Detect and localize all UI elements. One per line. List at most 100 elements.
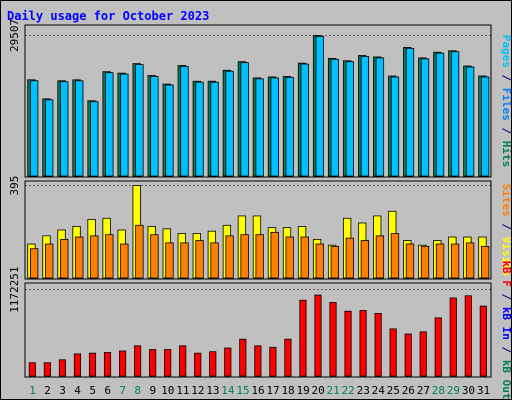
bar-kb-f [434, 317, 442, 377]
bar-sites [45, 243, 54, 279]
bar-sites [240, 234, 249, 279]
bar-sites [480, 245, 490, 279]
bar-kb-f [449, 297, 457, 377]
bar-files [165, 84, 174, 177]
bar-kb-f [239, 338, 247, 377]
bar-kb-f [134, 345, 142, 377]
x-tick-label: 23 [357, 384, 370, 397]
x-tick-label: 27 [417, 384, 430, 397]
x-tick-label: 16 [251, 384, 264, 397]
bar-sites [330, 245, 339, 279]
bar-files [345, 61, 355, 177]
legend-part: kB In [500, 307, 511, 340]
bar-files [225, 70, 234, 177]
bar-sites [210, 242, 219, 279]
x-tick-label: 15 [236, 384, 249, 397]
x-tick-label: 5 [89, 384, 96, 397]
bar-sites [75, 236, 84, 279]
bar-kb-f [164, 349, 172, 377]
bar-files [75, 80, 84, 177]
legend-part: Visits [500, 237, 511, 277]
bar-sites [435, 243, 445, 279]
panel-hits_files_pages: 29507 Pages / Files / Hits [8, 19, 511, 178]
bar-files [195, 81, 204, 177]
axis-legend-label: Pages / Files / Hits [500, 35, 511, 168]
legend-part: Files [500, 88, 511, 121]
x-tick-label: 25 [387, 384, 400, 397]
bar-kb-f [149, 349, 157, 377]
x-tick-label: 12 [191, 384, 204, 397]
bar-kb-f [329, 301, 337, 377]
legend-part: / [500, 287, 511, 307]
bar-kb-f [344, 310, 352, 377]
bar-kb-f [479, 305, 487, 377]
bar-files [360, 56, 370, 177]
bar-files [465, 66, 475, 177]
bar-kb-f [88, 352, 97, 377]
bar-files [405, 47, 415, 177]
bar-files [210, 81, 219, 177]
y-max-label: 1172251 [8, 267, 21, 313]
x-tick-label: 3 [59, 384, 66, 397]
legend-part: kB Out [500, 360, 511, 399]
bar-files [60, 81, 69, 177]
x-tick-label: 18 [281, 384, 294, 397]
bar-sites [225, 235, 234, 279]
bar-sites [390, 233, 400, 279]
x-tick-label: 21 [327, 384, 340, 397]
bar-files [285, 77, 294, 177]
legend-part: Hits [500, 141, 511, 168]
bar-files [240, 62, 249, 177]
bar-sites [375, 235, 385, 279]
x-tick-label: 31 [477, 384, 490, 397]
bar-kb-f [284, 338, 292, 377]
bar-files [315, 36, 324, 177]
bar-kb-f [314, 294, 322, 377]
bar-sites [345, 237, 355, 279]
chart-title: Daily usage for October 2023 [7, 9, 209, 23]
bar-sites [105, 234, 114, 279]
bar-files [450, 51, 460, 177]
bar-sites [285, 236, 294, 279]
x-tick-label: 9 [149, 384, 156, 397]
bar-sites [465, 242, 475, 279]
x-tick-label: 20 [312, 384, 325, 397]
bar-kb-f [464, 295, 472, 377]
x-tick-label: 6 [104, 384, 111, 397]
bar-files [300, 63, 309, 177]
legend-part: / [500, 68, 511, 88]
bar-kb-f [404, 333, 412, 377]
bar-files [135, 64, 144, 177]
legend-part: / [500, 217, 511, 237]
bar-kb-f [359, 310, 367, 377]
bar-kb-f [419, 331, 427, 377]
bar-kb-f [73, 353, 82, 377]
bar-files [375, 57, 385, 177]
bar-sites [405, 243, 415, 279]
bar-files [45, 99, 54, 177]
bar-files [480, 76, 490, 177]
x-tick-label: 22 [342, 384, 355, 397]
axis-legend-label: Sites / Visits [500, 184, 511, 277]
bar-sites [180, 242, 189, 279]
x-tick-label: 7 [119, 384, 126, 397]
x-tick-label: 30 [462, 384, 475, 397]
bar-sites [420, 245, 430, 279]
bar-files [435, 52, 445, 177]
bar-kb-f [179, 345, 187, 377]
bar-sites [255, 234, 264, 279]
bar-sites [60, 238, 69, 279]
legend-part: / [500, 340, 511, 360]
x-tick-label: 19 [296, 384, 309, 397]
bar-sites [30, 248, 39, 279]
x-tick-label: 26 [402, 384, 415, 397]
bar-files [90, 101, 99, 177]
bar-kb-f [43, 362, 51, 377]
bar-sites [300, 236, 309, 279]
x-tick-label: 24 [372, 384, 386, 397]
bar-files [180, 66, 189, 177]
bar-sites [135, 224, 144, 279]
x-tick-label: 1 [29, 384, 36, 397]
bar-sites [165, 242, 174, 279]
